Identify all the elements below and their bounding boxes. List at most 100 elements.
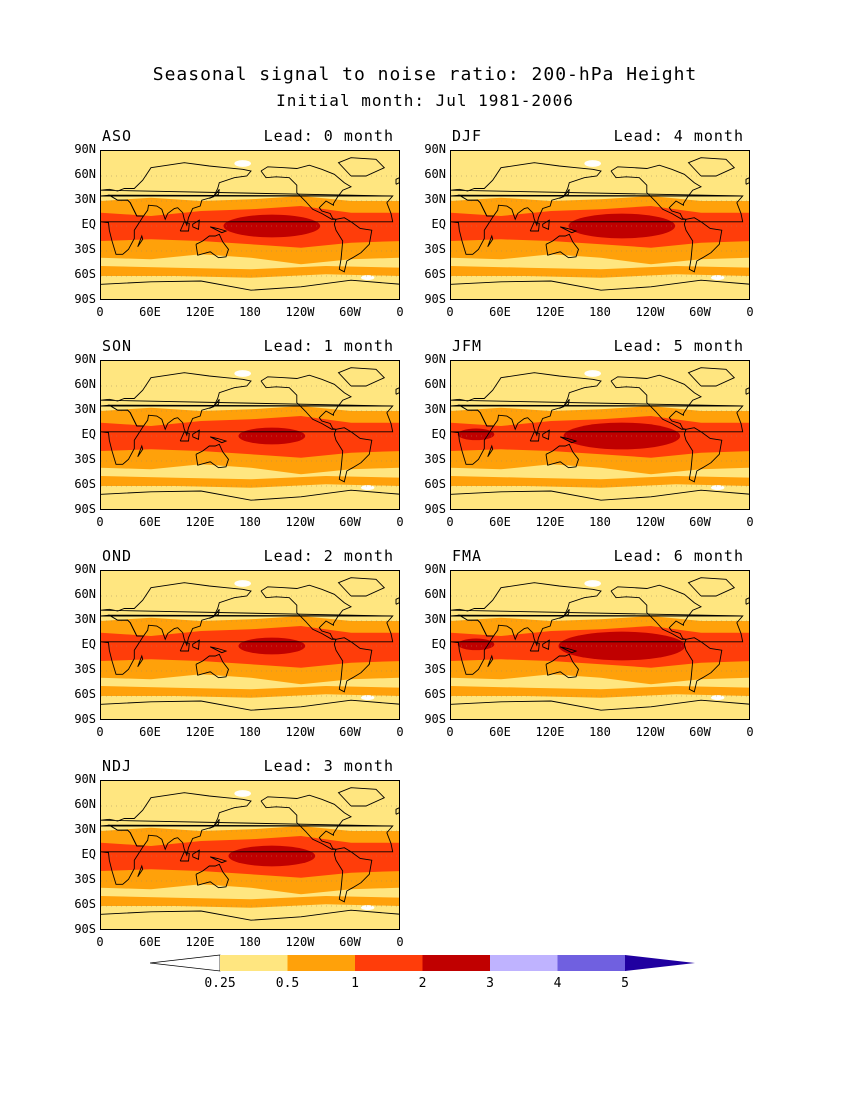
lat-tick-label: 60S bbox=[424, 687, 446, 701]
colorbar-high-arrow bbox=[625, 955, 695, 971]
lon-tick-label: 120W bbox=[635, 725, 665, 739]
lon-tick-label: 60W bbox=[339, 305, 361, 319]
coastline bbox=[683, 637, 723, 693]
contour-field bbox=[101, 151, 399, 299]
lat-tick-label: 60N bbox=[74, 587, 96, 601]
lat-tick-label: 60N bbox=[74, 797, 96, 811]
coastline bbox=[179, 221, 190, 232]
map-panel-ond: OND Lead: 2 month 90N 60N 30N EQ 30S 60S 90S 0 60E… bbox=[74, 547, 403, 739]
lat-tick-label: 90S bbox=[74, 292, 96, 306]
lat-tick-label: 30N bbox=[424, 402, 446, 416]
coastline bbox=[395, 807, 399, 815]
coastline bbox=[137, 234, 144, 248]
contour-field bbox=[451, 151, 749, 299]
coastline bbox=[529, 431, 540, 442]
lon-tick-label: 0 bbox=[96, 935, 104, 949]
lat-tick-label: 90S bbox=[74, 922, 96, 936]
lat-tick-label: EQ bbox=[81, 847, 96, 861]
coastline bbox=[451, 279, 749, 291]
coastline bbox=[559, 399, 570, 409]
coastline bbox=[209, 436, 228, 444]
lat-tick-label: EQ bbox=[81, 637, 96, 651]
contour-region bbox=[234, 160, 252, 167]
contour-region bbox=[451, 476, 749, 488]
lon-tick-label: 120W bbox=[635, 305, 665, 319]
coastline bbox=[137, 654, 144, 668]
lon-tick-label: 0 bbox=[96, 515, 104, 529]
chart-title: Seasonal signal to noise ratio: 200-hPa … bbox=[152, 64, 698, 85]
coastline bbox=[395, 177, 399, 185]
coastline bbox=[179, 431, 190, 442]
panel-lead-label: Lead: 5 month bbox=[613, 337, 744, 355]
coastline bbox=[209, 226, 228, 234]
world-map bbox=[450, 360, 750, 510]
lat-tick-label: 90S bbox=[424, 502, 446, 516]
map-panel-djf: DJF Lead: 4 month 90N 60N 30N EQ 30S 60S 90S 0 60E… bbox=[424, 127, 753, 319]
colorbar-tick-label: 0.5 bbox=[275, 976, 300, 991]
lon-tick-label: 120E bbox=[185, 515, 215, 529]
panel-season-label: FMA bbox=[452, 547, 483, 565]
contour-region bbox=[101, 266, 399, 278]
panel-season-label: ASO bbox=[102, 127, 133, 145]
lat-tick-label: 60S bbox=[74, 897, 96, 911]
lon-tick-label: 180 bbox=[589, 305, 611, 319]
contour-region bbox=[101, 686, 399, 698]
panel-lead-label: Lead: 0 month bbox=[263, 127, 394, 145]
lat-tick-label: 90S bbox=[424, 292, 446, 306]
lat-tick-label: EQ bbox=[81, 427, 96, 441]
coastline bbox=[333, 847, 373, 903]
lon-tick-label: 120E bbox=[185, 935, 215, 949]
coastline bbox=[529, 641, 540, 652]
lon-tick-label: 180 bbox=[239, 515, 261, 529]
panel-season-label: NDJ bbox=[102, 757, 133, 775]
panel-lead-label: Lead: 1 month bbox=[263, 337, 394, 355]
lon-tick-label: 180 bbox=[239, 725, 261, 739]
map-panel-aso: ASO Lead: 0 month 90N 60N 30N EQ 30S 60S 90S 0 60E… bbox=[74, 127, 403, 319]
coastline bbox=[683, 217, 723, 273]
lat-tick-label: EQ bbox=[81, 217, 96, 231]
map-panel-fma: FMA Lead: 6 month 90N 60N 30N EQ 30S 60S 90S 0 60E… bbox=[424, 547, 753, 739]
lon-tick-label: 0 bbox=[446, 725, 454, 739]
lon-tick-label: 120W bbox=[285, 305, 315, 319]
coastline bbox=[195, 233, 230, 259]
coastline bbox=[260, 584, 352, 640]
coastline bbox=[333, 217, 373, 273]
panel-lead-label: Lead: 4 month bbox=[613, 127, 744, 145]
coastline bbox=[192, 639, 200, 650]
contour-region bbox=[101, 896, 399, 908]
lat-tick-label: 90N bbox=[424, 562, 446, 576]
coastline bbox=[451, 489, 749, 501]
lon-tick-label: 60E bbox=[139, 305, 161, 319]
coastline bbox=[610, 584, 702, 640]
contour-field bbox=[451, 571, 749, 719]
contour-region bbox=[457, 428, 495, 441]
coastline bbox=[687, 157, 736, 177]
colorbar bbox=[150, 954, 695, 972]
lat-tick-label: 30N bbox=[74, 402, 96, 416]
panel-lead-label: Lead: 3 month bbox=[263, 757, 394, 775]
lat-tick-label: 30S bbox=[74, 242, 96, 256]
lon-tick-label: 60E bbox=[139, 515, 161, 529]
contour-region bbox=[361, 695, 375, 701]
colorbar-segment bbox=[490, 955, 558, 971]
contour-region bbox=[711, 695, 725, 701]
colorbar-tick-label: 0.25 bbox=[204, 976, 236, 991]
panel-season-label: OND bbox=[102, 547, 133, 565]
contour-region bbox=[711, 275, 725, 281]
lon-tick-label: 0 bbox=[446, 305, 454, 319]
contour-region bbox=[234, 580, 252, 587]
contour-region bbox=[457, 638, 495, 651]
coastline bbox=[487, 234, 494, 248]
lat-tick-label: 60N bbox=[424, 377, 446, 391]
lat-tick-label: 60S bbox=[74, 477, 96, 491]
lat-tick-label: 90N bbox=[74, 142, 96, 156]
contour-region bbox=[361, 905, 375, 911]
lat-tick-label: 30S bbox=[74, 452, 96, 466]
lat-tick-label: 30N bbox=[74, 192, 96, 206]
lon-tick-label: 0 bbox=[96, 725, 104, 739]
lat-tick-label: 90N bbox=[424, 352, 446, 366]
lat-tick-label: 30S bbox=[74, 662, 96, 676]
colorbar-tick-label: 3 bbox=[486, 976, 494, 991]
coastline bbox=[209, 646, 228, 654]
lat-tick-label: 90S bbox=[74, 712, 96, 726]
